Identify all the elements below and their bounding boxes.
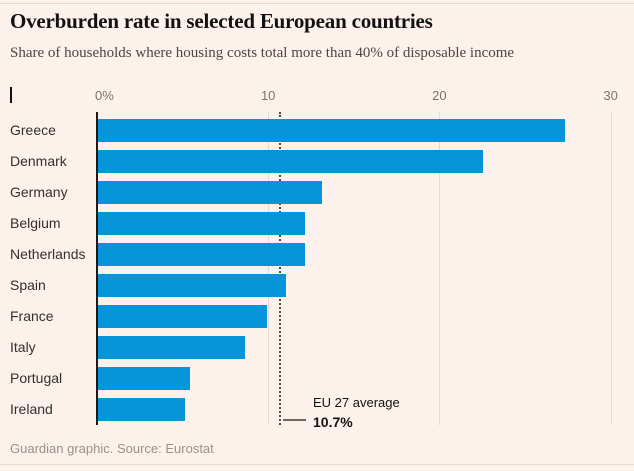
annotation-value: 10.7% [313, 414, 353, 430]
gridline-20 [439, 112, 441, 425]
row-label-italy: Italy [10, 339, 36, 355]
row-label-denmark: Denmark [10, 153, 67, 169]
bar-greece [98, 119, 566, 142]
bar-denmark [98, 150, 484, 173]
row-label-netherlands: Netherlands [10, 246, 86, 262]
x-tick-label-10: 10 [260, 88, 276, 103]
row-label-portugal: Portugal [10, 370, 63, 386]
row-label-spain: Spain [10, 277, 46, 293]
bar-france [98, 305, 268, 328]
bar-netherlands [98, 243, 306, 266]
bar-belgium [98, 212, 306, 235]
chart-subtitle: Share of households where housing costs … [10, 45, 515, 61]
chart-title: Overburden rate in selected European cou… [10, 9, 433, 33]
margin-tick [10, 87, 12, 103]
y-axis-line [96, 112, 98, 425]
bar-spain [98, 274, 287, 297]
eu-average-annotation: EU 27 average 10.7% [313, 395, 400, 430]
x-tick-label-20: 20 [432, 88, 447, 103]
plot-area: EU 27 average 10.7% Greece Denmark Germany… [0, 112, 634, 430]
x-tick-label-0pct: 0% [95, 88, 114, 103]
top-divider [0, 3, 634, 4]
annotation-dash [283, 419, 306, 421]
gridline-10 [268, 112, 270, 425]
x-tick-label-30: 30 [603, 88, 618, 103]
eu-average-dotted-line [279, 112, 282, 425]
x-axis: 0% 10 20 30 [0, 88, 634, 104]
row-label-belgium: Belgium [10, 215, 61, 231]
bottom-divider [0, 464, 634, 465]
row-label-greece: Greece [10, 122, 56, 138]
row-label-france: France [10, 308, 54, 324]
gridline-30 [610, 112, 612, 425]
row-label-ireland: Ireland [10, 401, 53, 417]
bar-germany [98, 181, 323, 204]
source-credit: Guardian graphic. Source: Eurostat [10, 441, 214, 456]
bar-ireland [98, 398, 186, 421]
bar-portugal [98, 367, 191, 390]
row-label-germany: Germany [10, 184, 68, 200]
annotation-label: EU 27 average [313, 395, 400, 410]
bar-italy [98, 336, 246, 359]
